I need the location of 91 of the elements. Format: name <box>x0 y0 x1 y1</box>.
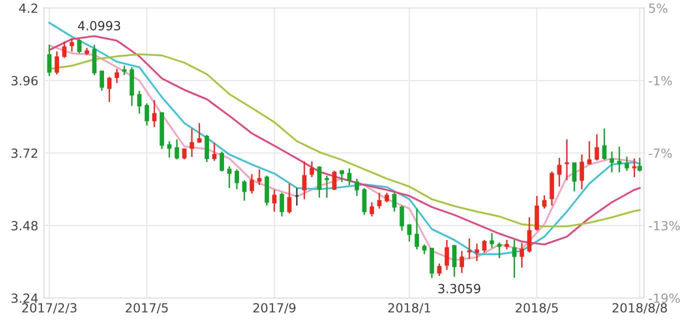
candlestick <box>467 238 472 260</box>
y2-tick-label: -7% <box>648 148 672 158</box>
candlestick <box>520 242 524 268</box>
candlestick <box>497 242 502 259</box>
candlestick <box>400 204 404 232</box>
candlestick <box>340 170 344 183</box>
x-tick-label: 2018/5 <box>516 303 558 314</box>
candlestick <box>152 99 157 128</box>
candlestick <box>190 128 194 158</box>
candlestick <box>452 244 457 278</box>
candlestick <box>354 178 360 197</box>
annotation: 4.0993 <box>78 20 120 30</box>
candlestick <box>234 168 240 190</box>
candlestick <box>444 239 450 271</box>
candlestick <box>317 166 322 198</box>
x-tick-label: 2018/8/8 <box>612 303 667 314</box>
candlestick <box>638 157 642 172</box>
candlestick <box>347 168 352 186</box>
candlestick <box>587 140 592 166</box>
candlestick <box>377 192 382 210</box>
candlestick <box>227 166 232 189</box>
y-tick-label: 3.96 <box>12 76 38 86</box>
candlestick <box>392 192 397 212</box>
candlestick <box>624 156 630 172</box>
candlestick <box>370 202 374 218</box>
y-tick-label: 4.2 <box>19 3 38 13</box>
y-tick-label: 3.72 <box>12 148 38 158</box>
candlestick <box>174 138 180 160</box>
candlestick <box>610 150 614 174</box>
candlestick <box>504 239 510 250</box>
candlestick <box>632 158 637 178</box>
candlestick <box>580 154 584 190</box>
candlestick <box>70 38 74 52</box>
candlestick <box>362 187 367 216</box>
candlestick <box>437 262 442 277</box>
candlestick <box>534 195 540 232</box>
candlestick <box>137 90 142 114</box>
candlestick <box>250 173 254 194</box>
candlestick <box>220 150 224 172</box>
candlestick <box>460 250 464 274</box>
candlestick <box>542 194 547 210</box>
candlestick <box>114 68 120 84</box>
candlestick <box>204 134 210 163</box>
candlestick <box>564 138 570 181</box>
candlestick <box>77 38 82 54</box>
candlestick <box>287 182 292 214</box>
candlestick <box>54 50 60 76</box>
y2-tick-label: -13% <box>648 220 680 230</box>
candlestick <box>182 148 187 160</box>
candlestick <box>407 224 412 242</box>
candlestick <box>414 208 420 250</box>
candlestick <box>474 242 480 262</box>
candlestick <box>272 189 277 212</box>
annotation: 3.3059 <box>438 284 480 294</box>
candlestick <box>384 192 390 203</box>
y2-tick-label: -1% <box>648 76 672 86</box>
y2-tick-label: -19% <box>648 293 680 303</box>
candlestick <box>594 134 600 162</box>
x-tick-label: 2017/2/3 <box>22 303 76 314</box>
candlestick <box>512 239 517 278</box>
candlestick <box>197 122 202 144</box>
y-tick-label: 3.48 <box>12 220 38 230</box>
candlestick <box>107 76 112 103</box>
candlestick <box>144 102 150 126</box>
candlestick <box>280 192 284 218</box>
candlestick <box>572 162 577 192</box>
candlestick <box>167 140 172 158</box>
candlestick <box>92 44 97 76</box>
x-tick-label: 2018/1 <box>388 303 430 314</box>
candlestick <box>302 160 307 200</box>
candlestick <box>47 44 52 77</box>
candlestick <box>602 128 607 161</box>
x-tick-label: 2017/5 <box>126 303 168 314</box>
candlestick <box>490 232 494 249</box>
candlestick <box>422 244 427 255</box>
candlestick <box>257 168 262 186</box>
candlestick <box>122 65 127 76</box>
candlestick <box>242 179 247 202</box>
y-tick-label: 3.24 <box>12 293 38 303</box>
candlestick <box>482 239 487 254</box>
candlestick <box>324 174 330 198</box>
candlestick <box>557 157 562 188</box>
candlestick <box>100 70 104 92</box>
candlestick <box>527 216 532 254</box>
candlestick <box>62 40 67 59</box>
candlestick <box>617 146 622 174</box>
candlestick <box>332 170 337 191</box>
x-tick-label: 2017/9 <box>253 303 296 314</box>
candlestick <box>212 142 217 162</box>
y2-tick-label: 5% <box>649 3 668 13</box>
candlestick <box>310 160 314 178</box>
